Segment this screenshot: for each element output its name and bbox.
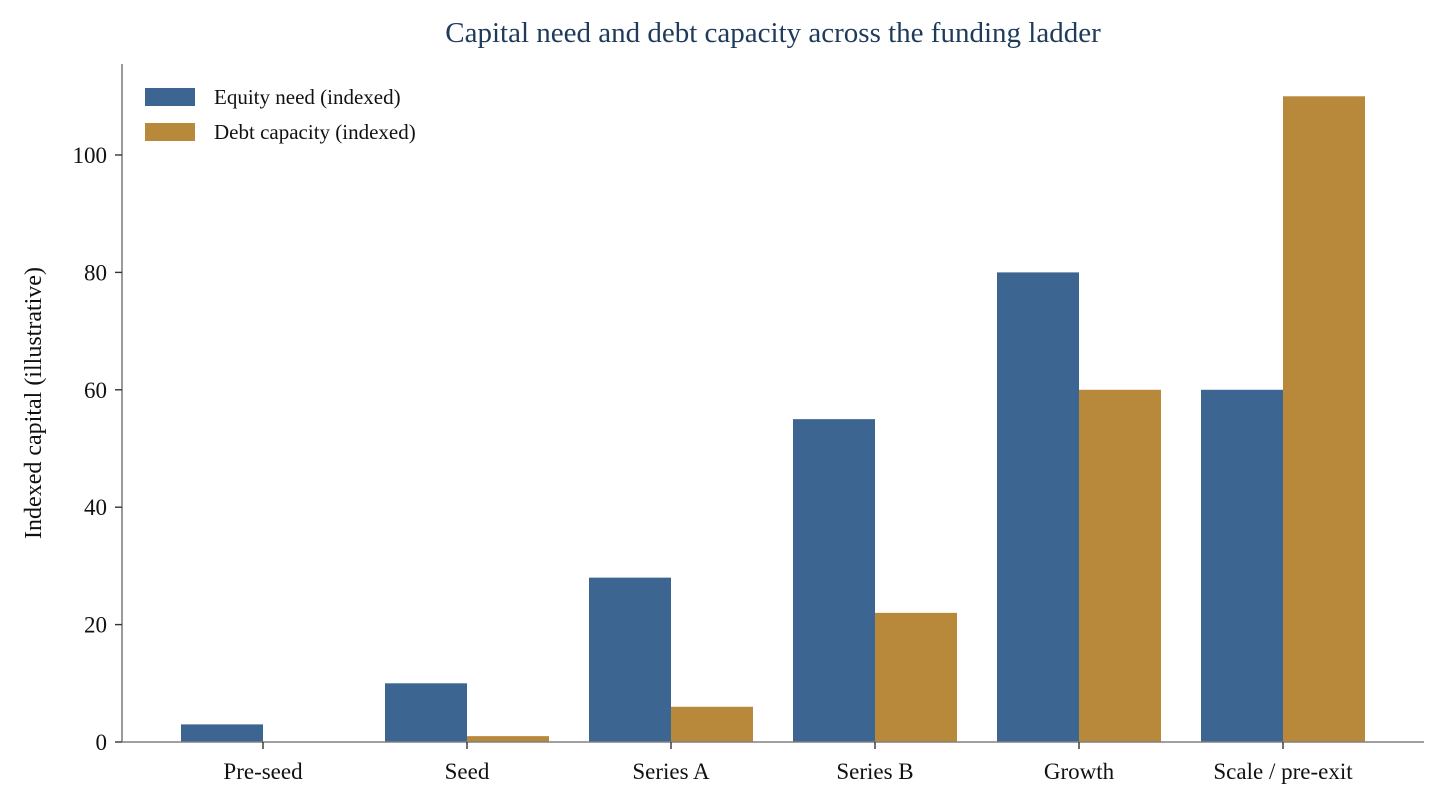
bar-debt-4 xyxy=(1079,389,1161,742)
y-tick-label-3: 60 xyxy=(84,378,107,403)
legend-label-equity: Equity need (indexed) xyxy=(214,85,401,109)
legend-swatch-debt xyxy=(145,123,195,141)
legend-label-debt: Debt capacity (indexed) xyxy=(214,120,416,144)
bar-debt-3 xyxy=(875,612,957,742)
chart-title: Capital need and debt capacity across th… xyxy=(445,17,1101,49)
x-tick-label-4: Growth xyxy=(1044,759,1115,784)
y-axis-label: Indexed capital (illustrative) xyxy=(21,267,47,539)
y-tick-label-5: 100 xyxy=(73,143,108,168)
x-tick-label-3: Series B xyxy=(836,759,913,784)
bar-equity-1 xyxy=(385,683,467,742)
bar-equity-0 xyxy=(181,724,263,742)
y-tick-label-4: 80 xyxy=(84,260,107,285)
bar-equity-4 xyxy=(997,272,1079,742)
legend: Equity need (indexed) Debt capacity (ind… xyxy=(145,85,416,144)
y-axis: 0 20 40 60 80 100 xyxy=(73,64,123,755)
bar-equity-2 xyxy=(589,577,671,742)
x-tick-label-0: Pre-seed xyxy=(223,759,303,784)
y-tick-label-1: 20 xyxy=(84,613,107,638)
y-tick-label-2: 40 xyxy=(84,495,107,520)
bar-debt-1 xyxy=(467,736,549,742)
x-tick-label-5: Scale / pre-exit xyxy=(1213,759,1353,784)
x-tick-label-1: Seed xyxy=(445,759,490,784)
x-axis: Pre-seed Seed Series A Series B Growth Scale … xyxy=(122,741,1424,784)
bars-layer xyxy=(181,96,1365,743)
x-tick-label-2: Series A xyxy=(632,759,710,784)
bar-equity-3 xyxy=(793,419,875,742)
y-tick-label-0: 0 xyxy=(96,730,108,755)
bar-equity-5 xyxy=(1201,389,1283,742)
legend-swatch-equity xyxy=(145,88,195,106)
bar-debt-2 xyxy=(671,706,753,742)
bar-debt-5 xyxy=(1283,96,1365,743)
